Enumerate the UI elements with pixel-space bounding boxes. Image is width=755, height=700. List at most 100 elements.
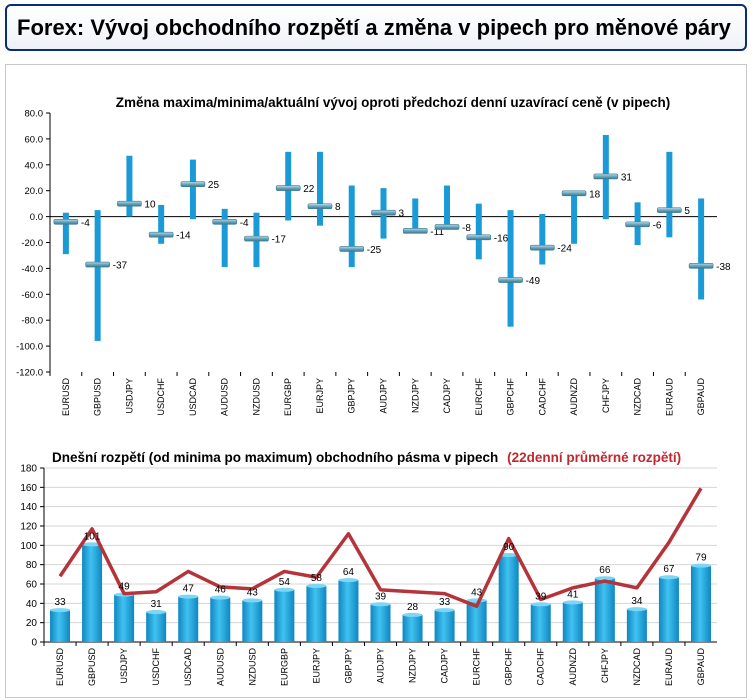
chart1-current-label: -11 xyxy=(430,227,444,238)
chart2-average-line xyxy=(58,487,703,608)
chart1-current-label: 5 xyxy=(684,206,690,217)
chart2-bar-top xyxy=(370,602,391,607)
chart1-range-bar xyxy=(571,190,578,244)
chart2-ytick-label: 160 xyxy=(20,483,37,494)
chart2-bar-top xyxy=(50,608,71,613)
chart1-ytick-label: 80.0 xyxy=(25,109,44,120)
chart2-bar xyxy=(530,604,551,642)
chart2-bar-top xyxy=(210,595,231,600)
chart2-value-label: 28 xyxy=(407,602,419,613)
chart2-bar-top xyxy=(530,602,551,607)
chart2-value-label: 34 xyxy=(631,596,643,607)
chart2-value-label: 66 xyxy=(599,565,611,576)
chart2-value-label: 33 xyxy=(439,597,451,608)
chart1-xtick-label: CHFJPY xyxy=(601,378,611,413)
chart2-bar xyxy=(178,596,199,642)
chart2-value-label: 43 xyxy=(247,587,259,598)
chart1-current-marker xyxy=(339,246,365,252)
chart2-ytick-label: 180 xyxy=(20,464,37,475)
chart1-ytick-label: 20.0 xyxy=(25,186,44,197)
chart2-xtick-label: GBPAUD xyxy=(696,648,706,686)
chart2-bar xyxy=(370,604,391,642)
chart2-bar-top xyxy=(178,594,199,599)
chart2-bar xyxy=(594,578,615,642)
chart1-ytick-label: 60.0 xyxy=(25,134,44,145)
chart1-xtick-label: EURCHF xyxy=(474,377,484,415)
chart-panel xyxy=(5,64,747,698)
chart1-range-bar xyxy=(62,212,69,255)
chart2-bar xyxy=(50,610,71,642)
chart2-ytick-label: 120 xyxy=(20,522,37,533)
chart1-current-marker xyxy=(180,181,206,188)
chart2-xtick-label: USDCAD xyxy=(183,648,193,687)
chart1-xtick-label: NZDJPY xyxy=(410,378,420,413)
chart1-xtick-label: AUDUSD xyxy=(220,378,230,417)
chart1-range-bar xyxy=(539,214,546,265)
chart2-bar-top xyxy=(498,553,519,557)
chart2-bar xyxy=(562,602,583,642)
chart1-current-marker xyxy=(625,221,650,228)
chart2-value-label: 47 xyxy=(183,584,195,595)
chart1-xtick-label: USDCAD xyxy=(188,378,198,417)
chart2-value-label: 39 xyxy=(535,591,547,602)
chart2-ytick-label: 40 xyxy=(26,599,38,610)
chart1-current-label: 8 xyxy=(335,202,341,213)
chart1-range-bar xyxy=(126,155,133,217)
chart1-current-marker xyxy=(85,261,110,268)
chart2-bar-top xyxy=(242,598,263,603)
chart2-value-label: 46 xyxy=(215,585,227,596)
chart2-xtick-label: NZDJPY xyxy=(408,648,418,683)
chart1-range-bar xyxy=(221,208,228,268)
chart2-bar-top xyxy=(626,607,647,612)
chart2-bar-top xyxy=(274,587,295,592)
chart2-bar xyxy=(306,585,327,642)
chart2-value-label: 101 xyxy=(84,531,101,542)
chart1-current-label: 25 xyxy=(208,180,220,191)
chart1-range-bar xyxy=(507,210,514,327)
chart2-bar xyxy=(498,555,519,642)
chart1-range-bar xyxy=(444,185,451,229)
chart2-xtick-label: GBPCHF xyxy=(504,648,514,686)
chart1-current-label: -4 xyxy=(81,218,90,229)
chart2-xtick-label: NZDUSD xyxy=(247,648,257,686)
chart2-xtick-label: AUDNZD xyxy=(568,648,578,686)
chart2-bar xyxy=(338,580,359,642)
chart2-value-label: 79 xyxy=(695,553,707,564)
chart2-bar-top xyxy=(594,576,615,581)
chart2-bar-top xyxy=(562,600,583,605)
chart2-xtick-label: EURJPY xyxy=(311,648,321,684)
chart2-xtick-label: EURCHF xyxy=(472,647,482,685)
chart1-current-marker xyxy=(498,277,523,283)
chart2-value-label: 54 xyxy=(279,577,291,588)
chart2-title: Dnešní rozpětí (od minima po maximum) ob… xyxy=(52,450,498,465)
chart2-bar-top xyxy=(434,608,455,613)
chart1-range-bar xyxy=(475,203,482,260)
chart1-current-label: -37 xyxy=(113,261,128,272)
chart2-bar xyxy=(146,612,167,642)
chart2-bar xyxy=(82,544,103,642)
chart2-xtick-label: AUDUSD xyxy=(215,648,225,687)
chart1-title: Změna maxima/minima/aktuální vývoj oprot… xyxy=(116,95,670,110)
chart2-value-label: 43 xyxy=(471,587,483,598)
chart1-xtick-label: EURGBP xyxy=(283,378,293,416)
chart1-current-label: -16 xyxy=(494,233,509,244)
chart2-value-label: 39 xyxy=(375,591,387,602)
chart1-xtick-label: NZDCAD xyxy=(633,378,643,416)
chart2-bar xyxy=(626,609,647,642)
chart1-current-label: 18 xyxy=(589,189,601,200)
chart1-current-label: 31 xyxy=(621,172,633,183)
chart2-ytick-label: 100 xyxy=(20,541,37,552)
page-header: Forex: Vývoj obchodního rozpětí a změna … xyxy=(5,4,747,51)
chart1-current-marker xyxy=(561,190,587,197)
chart1-range-bar xyxy=(348,185,355,268)
chart1-current-label: -4 xyxy=(240,218,249,229)
chart1-ytick-label: 0.0 xyxy=(30,212,43,223)
chart2-bar-top xyxy=(690,563,711,568)
chart2-value-label: 31 xyxy=(151,599,163,610)
chart1-current-label: -8 xyxy=(462,223,471,234)
chart1-current-label: -25 xyxy=(367,245,382,256)
chart2-value-label: 67 xyxy=(663,564,675,575)
chart2-bar xyxy=(658,577,679,642)
chart1-xtick-label: EURJPY xyxy=(315,378,325,414)
